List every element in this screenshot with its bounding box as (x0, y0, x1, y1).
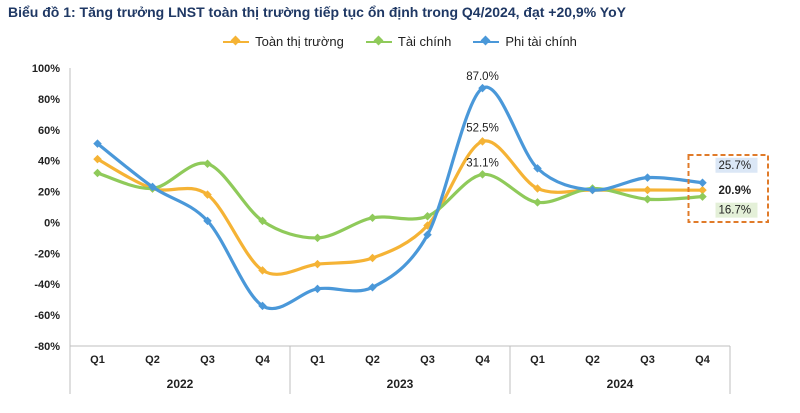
data-point-toan-thi-truong (258, 266, 267, 275)
y-tick-label: -60% (34, 310, 60, 322)
data-point-phi-tai-chinh (93, 139, 102, 148)
data-point-toan-thi-truong (368, 253, 377, 263)
x-tick-label: Q3 (420, 354, 435, 366)
legend: Toàn thị trường Tài chính Phi tài chính (0, 34, 800, 49)
y-tick-label: 60% (38, 125, 60, 137)
chart-title: Biểu đồ 1: Tăng trưởng LNST toàn thị trư… (8, 4, 626, 20)
data-point-tai-chinh (93, 168, 102, 178)
data-point-toan-thi-truong (313, 259, 322, 269)
year-label: 2024 (607, 377, 634, 391)
y-tick-label: 80% (38, 94, 60, 106)
data-point-tai-chinh (423, 212, 432, 221)
year-label: 2023 (387, 377, 414, 391)
x-tick-label: Q3 (640, 354, 655, 366)
data-point-phi-tai-chinh (643, 173, 652, 182)
data-label: 16.7% (719, 205, 752, 217)
data-label: 31.1% (466, 157, 499, 169)
data-point-phi-tai-chinh (313, 284, 322, 294)
legend-item-phi-tai-chinh: Phi tài chính (473, 34, 577, 49)
data-label: 25.7% (719, 160, 752, 172)
data-point-toan-thi-truong (93, 154, 102, 164)
y-tick-label: -40% (34, 279, 60, 291)
legend-swatch-tai-chinh (365, 40, 392, 43)
data-point-phi-tai-chinh (698, 178, 707, 187)
x-tick-label: Q4 (475, 354, 491, 366)
x-tick-label: Q2 (365, 354, 380, 366)
legend-swatch-toan-thi-truong (223, 40, 250, 43)
year-label: 2022 (167, 377, 194, 391)
data-label: 52.5% (466, 122, 499, 134)
data-point-toan-thi-truong (478, 137, 487, 146)
y-tick-label: -20% (34, 248, 60, 260)
data-point-tai-chinh (643, 195, 652, 204)
x-tick-label: Q1 (530, 354, 545, 366)
legend-label-toan-thi-truong: Toàn thị trường (255, 34, 344, 49)
y-tick-label: 0% (44, 217, 60, 229)
annotation-bg (715, 157, 758, 173)
x-tick-label: Q3 (200, 354, 215, 366)
data-point-tai-chinh (203, 159, 212, 168)
data-point-phi-tai-chinh (368, 283, 377, 292)
legend-item-tai-chinh: Tài chính (365, 34, 452, 49)
data-point-tai-chinh (368, 213, 377, 223)
y-tick-label: 20% (38, 187, 60, 199)
x-tick-label: Q4 (255, 354, 271, 366)
data-point-phi-tai-chinh (423, 230, 432, 240)
data-point-toan-thi-truong (203, 190, 212, 199)
data-point-phi-tai-chinh (478, 83, 487, 93)
data-point-phi-tai-chinh (258, 301, 267, 311)
legend-label-phi-tai-chinh: Phi tài chính (505, 34, 577, 49)
y-tick-label: 100% (32, 63, 60, 75)
data-point-tai-chinh (478, 170, 487, 179)
data-label: 87.0% (466, 71, 499, 83)
series-line-tai-chinh (95, 161, 705, 240)
data-point-phi-tai-chinh (203, 216, 212, 226)
legend-label-tai-chinh: Tài chính (397, 34, 452, 49)
legend-item-toan-thi-truong: Toàn thị trường (223, 34, 344, 49)
x-tick-label: Q4 (695, 354, 711, 366)
data-point-tai-chinh (533, 198, 542, 207)
data-point-toan-thi-truong (643, 185, 652, 195)
y-tick-label: 40% (38, 156, 60, 168)
data-point-tai-chinh (313, 233, 322, 243)
x-tick-label: Q2 (585, 354, 600, 366)
x-tick-label: Q1 (90, 354, 105, 366)
annotation-bg (715, 202, 758, 218)
highlight-box (687, 154, 769, 223)
y-tick-label: -80% (34, 341, 60, 353)
x-tick-label: Q1 (310, 354, 325, 366)
data-point-phi-tai-chinh (148, 182, 157, 192)
data-point-tai-chinh (258, 216, 267, 226)
data-label: 20.9% (719, 185, 752, 197)
x-tick-label: Q2 (145, 354, 160, 366)
legend-swatch-phi-tai-chinh (473, 40, 500, 43)
data-point-tai-chinh (698, 192, 707, 201)
series-line-phi-tai-chinh (95, 85, 705, 311)
